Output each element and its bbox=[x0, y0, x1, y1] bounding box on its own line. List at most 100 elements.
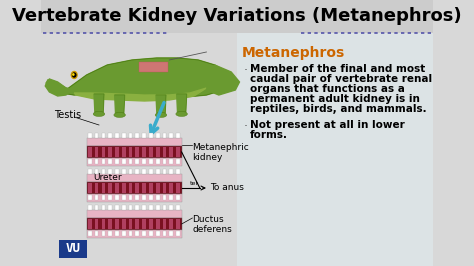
Bar bbox=[176, 231, 180, 236]
Bar bbox=[128, 219, 132, 229]
Text: Not present at all in lower: Not present at all in lower bbox=[250, 120, 405, 130]
Bar bbox=[156, 147, 160, 157]
Bar bbox=[115, 132, 119, 138]
Bar bbox=[142, 205, 146, 210]
Text: Metanephric
kidney: Metanephric kidney bbox=[192, 143, 249, 163]
Text: VU: VU bbox=[66, 243, 81, 256]
Bar bbox=[109, 205, 112, 210]
Bar bbox=[115, 205, 119, 210]
Bar bbox=[163, 147, 166, 157]
Bar bbox=[149, 169, 153, 174]
Bar bbox=[95, 231, 99, 236]
Bar bbox=[122, 194, 126, 201]
Bar bbox=[88, 169, 91, 174]
Bar bbox=[156, 219, 160, 229]
Bar bbox=[109, 169, 112, 174]
Bar bbox=[95, 219, 99, 229]
Bar bbox=[136, 183, 139, 193]
Bar bbox=[128, 205, 132, 210]
Bar bbox=[156, 231, 160, 236]
Bar bbox=[136, 147, 139, 157]
Bar bbox=[149, 183, 153, 193]
Bar bbox=[149, 194, 153, 201]
Text: Testis: Testis bbox=[54, 110, 81, 120]
Circle shape bbox=[71, 72, 77, 78]
Bar bbox=[237, 33, 433, 266]
Bar bbox=[128, 159, 132, 164]
Bar bbox=[176, 194, 180, 201]
Polygon shape bbox=[94, 94, 104, 112]
Bar bbox=[149, 205, 153, 210]
Bar bbox=[101, 231, 105, 236]
Text: Ureter: Ureter bbox=[93, 173, 121, 182]
Bar bbox=[169, 132, 173, 138]
Text: Ductus
deferens: Ductus deferens bbox=[192, 215, 232, 234]
Polygon shape bbox=[46, 79, 70, 91]
Bar bbox=[163, 183, 166, 193]
Bar bbox=[87, 174, 182, 182]
Bar bbox=[128, 194, 132, 201]
Bar bbox=[169, 169, 173, 174]
Bar bbox=[142, 159, 146, 164]
Bar bbox=[142, 147, 146, 157]
Bar bbox=[101, 169, 105, 174]
Bar bbox=[101, 132, 105, 138]
Bar bbox=[115, 194, 119, 201]
Bar bbox=[122, 231, 126, 236]
Bar bbox=[128, 169, 132, 174]
Bar bbox=[176, 169, 180, 174]
Text: ·: · bbox=[244, 64, 247, 77]
Bar bbox=[95, 205, 99, 210]
Bar bbox=[156, 159, 160, 164]
Bar bbox=[169, 194, 173, 201]
Bar bbox=[169, 219, 173, 229]
Bar bbox=[169, 147, 173, 157]
Bar bbox=[149, 132, 153, 138]
Bar bbox=[115, 169, 119, 174]
Text: reptiles, birds, and mammals.: reptiles, birds, and mammals. bbox=[250, 104, 427, 114]
Bar bbox=[142, 183, 146, 193]
Bar bbox=[122, 183, 126, 193]
Circle shape bbox=[73, 74, 74, 75]
Bar bbox=[87, 146, 182, 158]
Ellipse shape bbox=[155, 113, 167, 118]
Text: permanent adult kidney is in: permanent adult kidney is in bbox=[250, 94, 420, 104]
Bar bbox=[176, 132, 180, 138]
Bar bbox=[149, 231, 153, 236]
Bar bbox=[95, 194, 99, 201]
Bar bbox=[136, 219, 139, 229]
Bar bbox=[136, 132, 139, 138]
Bar bbox=[87, 194, 182, 202]
Bar bbox=[122, 219, 126, 229]
Text: (c): (c) bbox=[59, 242, 73, 252]
Bar bbox=[169, 231, 173, 236]
Bar bbox=[142, 194, 146, 201]
Bar bbox=[169, 159, 173, 164]
Bar bbox=[95, 169, 99, 174]
Bar bbox=[163, 231, 166, 236]
Bar bbox=[136, 159, 139, 164]
Bar bbox=[88, 194, 91, 201]
Bar bbox=[95, 183, 99, 193]
Bar bbox=[176, 219, 180, 229]
Polygon shape bbox=[156, 95, 166, 113]
Bar bbox=[163, 219, 166, 229]
Bar bbox=[149, 159, 153, 164]
Bar bbox=[156, 169, 160, 174]
Bar bbox=[88, 205, 91, 210]
Bar bbox=[87, 230, 182, 238]
Bar bbox=[109, 231, 112, 236]
Bar bbox=[88, 132, 91, 138]
Bar bbox=[128, 147, 132, 157]
Bar bbox=[88, 219, 91, 229]
Bar bbox=[115, 147, 119, 157]
Text: ter: ter bbox=[190, 181, 199, 186]
Bar bbox=[101, 205, 105, 210]
Bar bbox=[136, 231, 139, 236]
Text: Vertebrate Kidney Variations (Metanephros): Vertebrate Kidney Variations (Metanephro… bbox=[12, 7, 462, 25]
Polygon shape bbox=[115, 95, 125, 113]
Bar bbox=[109, 183, 112, 193]
Bar bbox=[59, 240, 87, 258]
Bar bbox=[109, 132, 112, 138]
Bar bbox=[101, 183, 105, 193]
